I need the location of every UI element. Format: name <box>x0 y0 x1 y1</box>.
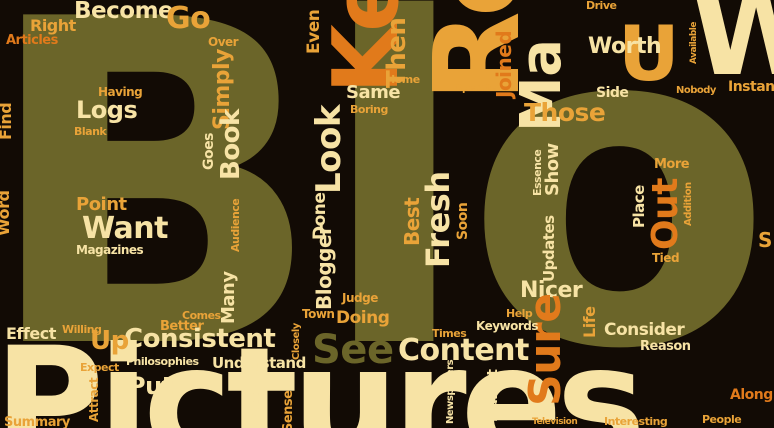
word-people: People <box>702 413 742 426</box>
word-right: Right <box>30 16 76 35</box>
word-fresh: Fresh <box>419 171 457 268</box>
word-summary: Summary <box>4 415 70 428</box>
word-up: Up <box>90 326 129 356</box>
word-comes: Comes <box>182 309 221 322</box>
word-attract: Attract <box>87 377 101 422</box>
word-understand: Understand <box>212 354 306 372</box>
word-over: Over <box>208 35 239 49</box>
word-sure: Sure <box>520 293 571 406</box>
word-life: Life <box>580 306 599 339</box>
word-effect: Effect <box>6 324 56 343</box>
word-interesting: Interesting <box>604 415 668 428</box>
word-tied: Tied <box>652 251 680 265</box>
word-blank: Blank <box>74 125 107 138</box>
word-content: Content <box>398 333 529 368</box>
word-w: W <box>690 0 774 103</box>
word-doing: Doing <box>336 308 390 328</box>
word-addition: Addition <box>683 182 694 226</box>
word-many: Many <box>218 271 239 324</box>
word-same: Same <box>346 82 401 103</box>
word-town: Town <box>302 307 335 321</box>
word-times: Times <box>432 327 467 340</box>
word-better: Better <box>160 319 204 334</box>
word-out: Out <box>645 178 686 250</box>
word-reason: Reason <box>640 339 691 354</box>
word-even: Even <box>304 9 324 54</box>
word-consistent: Consistent <box>124 324 276 354</box>
word-nicer: Nicer <box>520 278 583 303</box>
word-blogger: Blogger <box>312 225 336 310</box>
word-joined: Joined <box>492 30 516 98</box>
word-worth: Worth <box>588 34 662 59</box>
word-market: Market <box>485 369 501 422</box>
word-magazines: Magazines <box>76 243 144 257</box>
word-boring: Boring <box>350 103 388 116</box>
word-articles: Articles <box>6 33 58 48</box>
word-word: Word <box>0 190 13 236</box>
word-side: Side <box>596 85 629 101</box>
word-operate: Operate <box>454 83 497 94</box>
word-judge: Judge <box>342 291 378 305</box>
word-pictures: Pictures <box>0 316 646 428</box>
word-along: Along <box>730 387 773 403</box>
word-television: Television <box>532 417 578 427</box>
word-want: Want <box>82 211 168 246</box>
word-put: Put <box>128 372 173 400</box>
word-nobody: Nobody <box>676 85 716 96</box>
word-expect: Expect <box>80 361 119 374</box>
word-point: Point <box>76 194 127 215</box>
word-drive: Drive <box>586 0 617 12</box>
word-u: U <box>618 9 680 98</box>
word-willing: Willing <box>62 323 102 336</box>
word-instant: Instant <box>728 79 774 95</box>
word-book: Book <box>216 109 246 180</box>
word-see: See <box>312 327 394 373</box>
word-help: Help <box>506 307 533 320</box>
word-those: Those <box>524 98 606 127</box>
word-newspapers: Newspapers <box>445 359 456 424</box>
word-become: Become <box>74 0 174 24</box>
word-audience: Audience <box>229 198 242 252</box>
word-philosophies: Philosophies <box>126 355 199 368</box>
word-more: More <box>654 157 690 172</box>
word-look: Look <box>309 105 349 194</box>
word-logs: Logs <box>76 96 138 124</box>
word-consider: Consider <box>604 320 685 340</box>
word-available: Available <box>689 22 699 64</box>
word-home: Home <box>386 73 420 86</box>
word-s: S <box>758 228 772 252</box>
word-soon: Soon <box>455 202 471 240</box>
word-offer: Offer <box>248 370 272 426</box>
word-show: Show <box>542 143 563 196</box>
word-sense: Sense <box>281 390 296 428</box>
word-goes: Goes <box>201 133 217 170</box>
word-find: Find <box>0 102 15 140</box>
word-having: Having <box>98 85 143 99</box>
word-go: Go <box>166 1 211 36</box>
word-closely: Closely <box>291 323 302 360</box>
word-updates: Updates <box>540 215 558 282</box>
word-keywords: Keywords <box>476 319 539 333</box>
word-best: Best <box>400 197 424 246</box>
